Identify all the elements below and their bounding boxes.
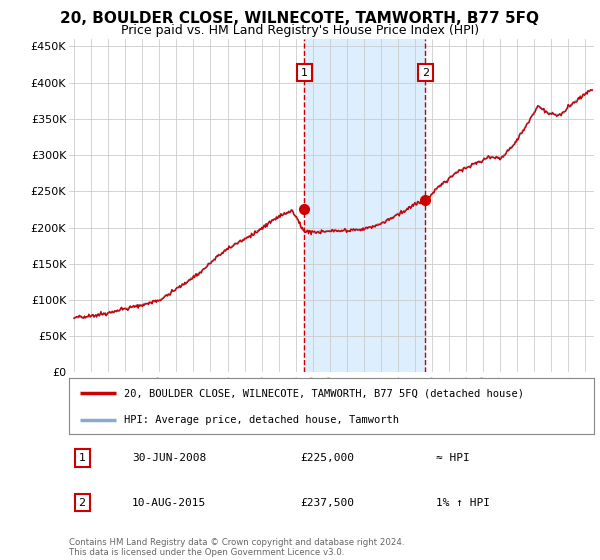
Text: HPI: Average price, detached house, Tamworth: HPI: Average price, detached house, Tamw… bbox=[124, 415, 399, 425]
Text: ≈ HPI: ≈ HPI bbox=[437, 453, 470, 463]
Text: 20, BOULDER CLOSE, WILNECOTE, TAMWORTH, B77 5FQ (detached house): 20, BOULDER CLOSE, WILNECOTE, TAMWORTH, … bbox=[124, 388, 524, 398]
Text: £237,500: £237,500 bbox=[300, 498, 354, 507]
Text: 2: 2 bbox=[79, 498, 86, 507]
Text: 10-AUG-2015: 10-AUG-2015 bbox=[132, 498, 206, 507]
Text: 1% ↑ HPI: 1% ↑ HPI bbox=[437, 498, 491, 507]
Text: Contains HM Land Registry data © Crown copyright and database right 2024.
This d: Contains HM Land Registry data © Crown c… bbox=[69, 538, 404, 557]
Text: 20, BOULDER CLOSE, WILNECOTE, TAMWORTH, B77 5FQ: 20, BOULDER CLOSE, WILNECOTE, TAMWORTH, … bbox=[61, 11, 539, 26]
Text: 1: 1 bbox=[301, 68, 308, 77]
Bar bbox=[304, 39, 425, 372]
Text: 1: 1 bbox=[79, 453, 86, 463]
Text: 2: 2 bbox=[422, 68, 429, 77]
Text: £225,000: £225,000 bbox=[300, 453, 354, 463]
Text: 30-JUN-2008: 30-JUN-2008 bbox=[132, 453, 206, 463]
Text: Price paid vs. HM Land Registry's House Price Index (HPI): Price paid vs. HM Land Registry's House … bbox=[121, 24, 479, 36]
